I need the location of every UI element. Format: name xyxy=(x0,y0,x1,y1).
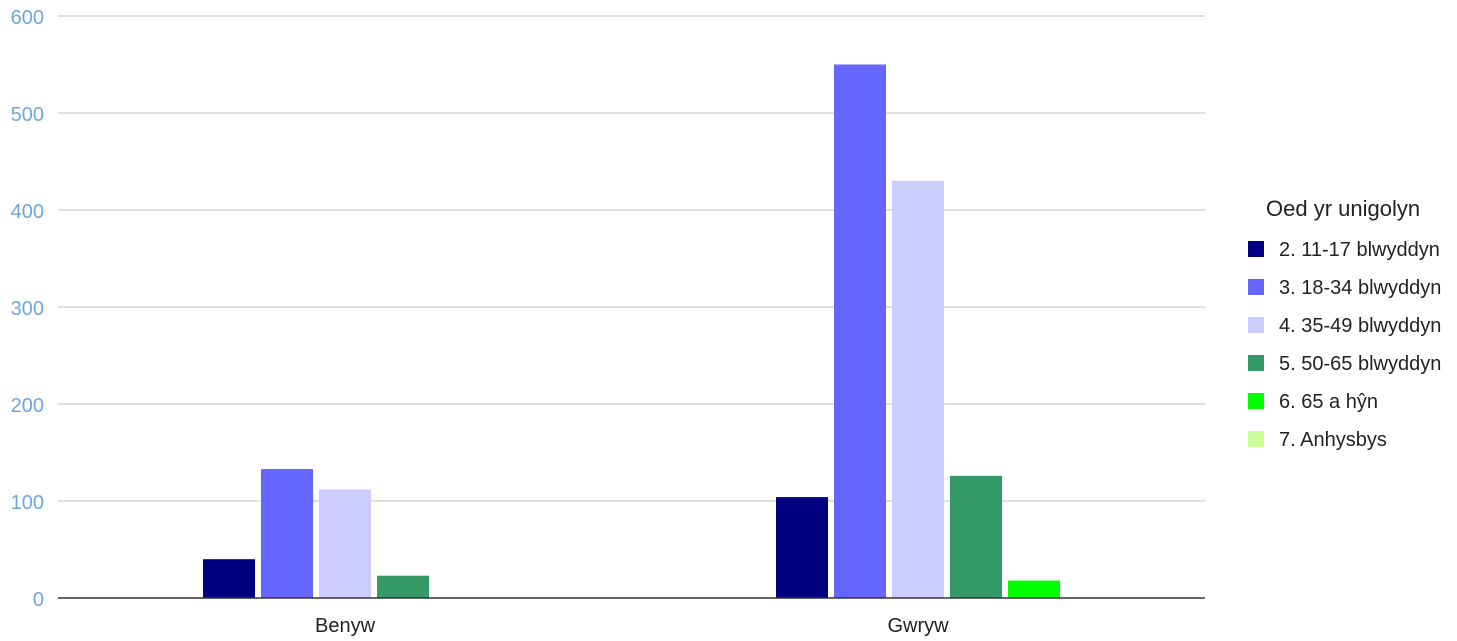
y-tick-label: 600 xyxy=(11,7,44,29)
legend-item: 7. Anhysbys xyxy=(1248,429,1387,451)
legend-label: 3. 18-34 blwyddyn xyxy=(1279,277,1441,299)
y-tick-label: 400 xyxy=(11,201,44,223)
legend-title: Oed yr unigolyn xyxy=(1266,196,1420,221)
bar xyxy=(261,468,313,598)
bar xyxy=(203,559,255,598)
axes: 0 100 200 300 400 500 600 Benyw Gwryw xyxy=(11,7,1205,637)
legend-label: 7. Anhysbys xyxy=(1279,429,1387,451)
legend-label: 5. 50-65 blwyddyn xyxy=(1279,353,1441,375)
legend-swatch xyxy=(1248,317,1264,333)
legend-label: 6. 65 a hŷn xyxy=(1279,391,1378,413)
legend-label: 2. 11-17 blwyddyn xyxy=(1279,239,1440,261)
legend-item: 4. 35-49 blwyddyn xyxy=(1248,315,1441,337)
legend: Oed yr unigolyn 2. 11-17 blwyddyn 3. 18-3… xyxy=(1248,196,1441,451)
bar xyxy=(950,475,1002,598)
bars xyxy=(203,64,1060,598)
legend-swatch xyxy=(1248,355,1264,371)
y-tick-label: 300 xyxy=(11,298,44,320)
legend-item: 2. 11-17 blwyddyn xyxy=(1248,239,1440,261)
bar xyxy=(377,575,429,598)
y-tick-label: 100 xyxy=(11,492,44,514)
legend-swatch xyxy=(1248,241,1264,257)
legend-swatch xyxy=(1248,279,1264,295)
legend-item: 3. 18-34 blwyddyn xyxy=(1248,277,1441,299)
bar xyxy=(776,497,828,598)
gridlines xyxy=(58,15,1205,502)
legend-item: 5. 50-65 blwyddyn xyxy=(1248,353,1441,375)
bar xyxy=(892,180,944,598)
x-category-label: Benyw xyxy=(315,615,376,636)
legend-swatch xyxy=(1248,393,1264,409)
y-tick-label: 500 xyxy=(11,104,44,126)
x-category-label: Gwryw xyxy=(887,615,949,636)
y-tick-label: 200 xyxy=(11,395,44,417)
legend-swatch xyxy=(1248,431,1264,447)
legend-item: 6. 65 a hŷn xyxy=(1248,391,1378,413)
bar xyxy=(1008,580,1060,598)
legend-label: 4. 35-49 blwyddyn xyxy=(1279,315,1441,337)
bar xyxy=(834,64,886,598)
bar xyxy=(319,489,371,598)
y-tick-label: 0 xyxy=(33,589,44,611)
